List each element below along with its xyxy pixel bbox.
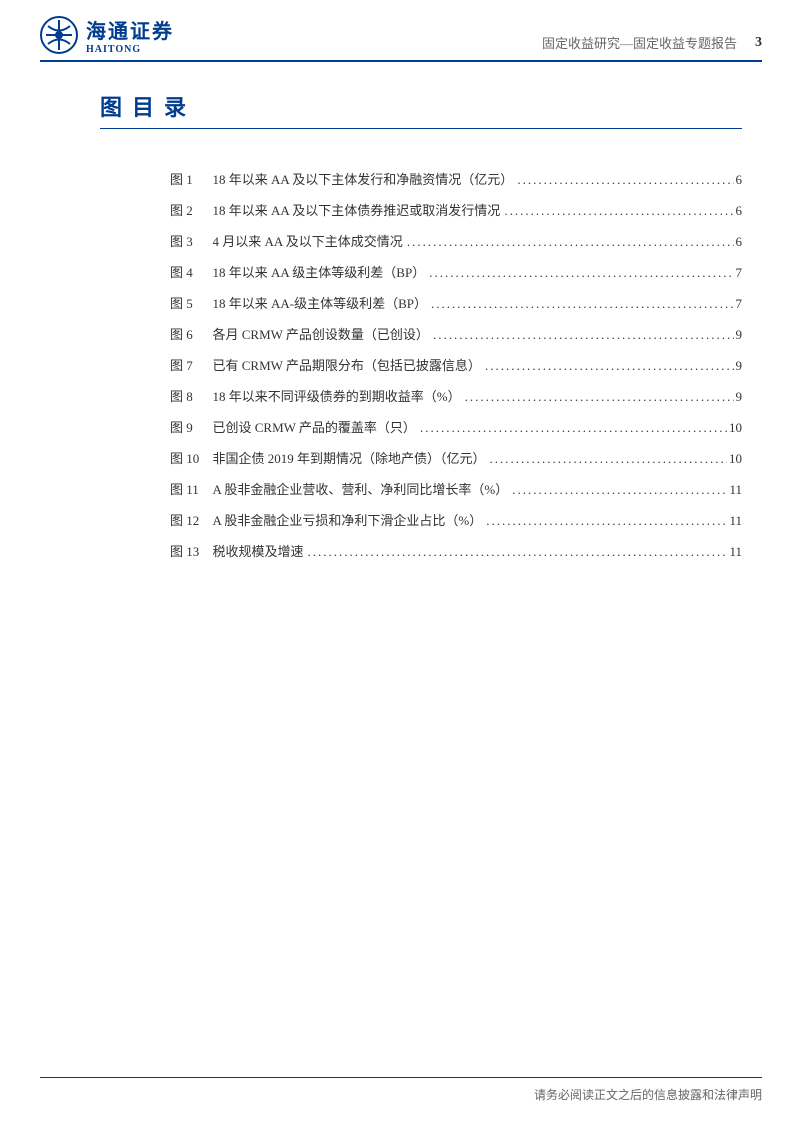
toc-label: 图 3 bbox=[170, 231, 206, 250]
toc-dots bbox=[431, 296, 733, 312]
content: 图目录 图 1 18 年以来 AA 及以下主体发行和净融资情况（亿元） 6图 2… bbox=[100, 90, 742, 572]
toc-page: 6 bbox=[734, 234, 743, 250]
toc-item: 图 8 18 年以来不同评级债券的到期收益率（%） 9 bbox=[170, 386, 742, 405]
toc-dots bbox=[486, 513, 727, 529]
toc-title: 18 年以来 AA 及以下主体债券推迟或取消发行情况 bbox=[206, 200, 500, 219]
toc-label: 图 13 bbox=[170, 541, 206, 560]
toc-item: 图 1 18 年以来 AA 及以下主体发行和净融资情况（亿元） 6 bbox=[170, 169, 742, 188]
toc-page: 10 bbox=[727, 451, 742, 467]
header-rule bbox=[40, 60, 762, 62]
toc-page: 7 bbox=[734, 296, 743, 312]
toc-item: 图 10 非国企债 2019 年到期情况（除地产债）（亿元） 10 bbox=[170, 448, 742, 467]
toc-label: 图 9 bbox=[170, 417, 206, 436]
header-right: 固定收益研究—固定收益专题报告 3 bbox=[542, 18, 762, 52]
logo-en: HAITONG bbox=[86, 44, 174, 55]
toc-page: 6 bbox=[734, 172, 743, 188]
section-rule bbox=[100, 128, 742, 129]
toc-label: 图 7 bbox=[170, 355, 206, 374]
toc-title: 18 年以来 AA 级主体等级利差（BP） bbox=[206, 262, 425, 281]
toc-dots bbox=[420, 420, 727, 436]
toc-dots bbox=[429, 265, 733, 281]
toc-title: 非国企债 2019 年到期情况（除地产债）（亿元） bbox=[206, 448, 486, 467]
toc-item: 图 12 A 股非金融企业亏损和净利下滑企业占比（%） 11 bbox=[170, 510, 742, 529]
toc-dots bbox=[485, 358, 734, 374]
toc-page: 7 bbox=[734, 265, 743, 281]
toc-title: A 股非金融企业营收、营利、净利同比增长率（%） bbox=[206, 479, 508, 498]
toc-label: 图 11 bbox=[170, 479, 206, 498]
toc-item: 图 3 4 月以来 AA 及以下主体成交情况 6 bbox=[170, 231, 742, 250]
toc-title: A 股非金融企业亏损和净利下滑企业占比（%） bbox=[206, 510, 482, 529]
section-title: 图目录 bbox=[100, 90, 742, 122]
page-number: 3 bbox=[755, 35, 762, 51]
toc-title: 18 年以来 AA 及以下主体发行和净融资情况（亿元） bbox=[206, 169, 513, 188]
toc-list: 图 1 18 年以来 AA 及以下主体发行和净融资情况（亿元） 6图 2 18 … bbox=[100, 169, 742, 560]
toc-page: 11 bbox=[727, 482, 742, 498]
toc-title: 18 年以来 AA-级主体等级利差（BP） bbox=[206, 293, 427, 312]
toc-page: 11 bbox=[727, 544, 742, 560]
toc-item: 图 4 18 年以来 AA 级主体等级利差（BP） 7 bbox=[170, 262, 742, 281]
toc-title: 已有 CRMW 产品期限分布（包括已披露信息） bbox=[206, 355, 481, 374]
toc-dots bbox=[504, 203, 733, 219]
toc-dots bbox=[433, 327, 734, 343]
toc-label: 图 5 bbox=[170, 293, 206, 312]
toc-dots bbox=[308, 544, 728, 560]
toc-label: 图 12 bbox=[170, 510, 206, 529]
toc-item: 图 7 已有 CRMW 产品期限分布（包括已披露信息） 9 bbox=[170, 355, 742, 374]
toc-dots bbox=[512, 482, 727, 498]
toc-title: 4 月以来 AA 及以下主体成交情况 bbox=[206, 231, 403, 250]
toc-dots bbox=[407, 234, 734, 250]
toc-title: 18 年以来不同评级债券的到期收益率（%） bbox=[206, 386, 461, 405]
toc-title: 税收规模及增速 bbox=[206, 541, 304, 560]
toc-label: 图 2 bbox=[170, 200, 206, 219]
logo-cn: 海通证券 bbox=[86, 15, 174, 44]
toc-label: 图 6 bbox=[170, 324, 206, 343]
toc-item: 图 5 18 年以来 AA-级主体等级利差（BP） 7 bbox=[170, 293, 742, 312]
footer-rule bbox=[40, 1077, 762, 1078]
toc-label: 图 4 bbox=[170, 262, 206, 281]
header-category: 固定收益研究—固定收益专题报告 bbox=[542, 33, 737, 52]
toc-label: 图 8 bbox=[170, 386, 206, 405]
toc-item: 图 9 已创设 CRMW 产品的覆盖率（只） 10 bbox=[170, 417, 742, 436]
toc-page: 6 bbox=[734, 203, 743, 219]
toc-page: 10 bbox=[727, 420, 742, 436]
toc-page: 9 bbox=[734, 389, 743, 405]
toc-item: 图 6 各月 CRMW 产品创设数量（已创设） 9 bbox=[170, 324, 742, 343]
toc-page: 9 bbox=[734, 358, 743, 374]
toc-dots bbox=[517, 172, 733, 188]
toc-item: 图 11 A 股非金融企业营收、营利、净利同比增长率（%） 11 bbox=[170, 479, 742, 498]
toc-title: 各月 CRMW 产品创设数量（已创设） bbox=[206, 324, 429, 343]
logo-text: 海通证券 HAITONG bbox=[86, 15, 174, 55]
page-header: 海通证券 HAITONG 固定收益研究—固定收益专题报告 3 bbox=[0, 0, 802, 60]
toc-page: 11 bbox=[727, 513, 742, 529]
logo: 海通证券 HAITONG bbox=[40, 15, 174, 55]
toc-item: 图 2 18 年以来 AA 及以下主体债券推迟或取消发行情况 6 bbox=[170, 200, 742, 219]
toc-label: 图 10 bbox=[170, 448, 206, 467]
toc-page: 9 bbox=[734, 327, 743, 343]
page-footer: 请务必阅读正文之后的信息披露和法律声明 bbox=[40, 1077, 762, 1103]
toc-dots bbox=[490, 451, 727, 467]
toc-item: 图 13 税收规模及增速 11 bbox=[170, 541, 742, 560]
haitong-logo-icon bbox=[40, 16, 78, 54]
toc-title: 已创设 CRMW 产品的覆盖率（只） bbox=[206, 417, 416, 436]
toc-dots bbox=[465, 389, 734, 405]
footer-text: 请务必阅读正文之后的信息披露和法律声明 bbox=[40, 1086, 762, 1103]
toc-label: 图 1 bbox=[170, 169, 206, 188]
